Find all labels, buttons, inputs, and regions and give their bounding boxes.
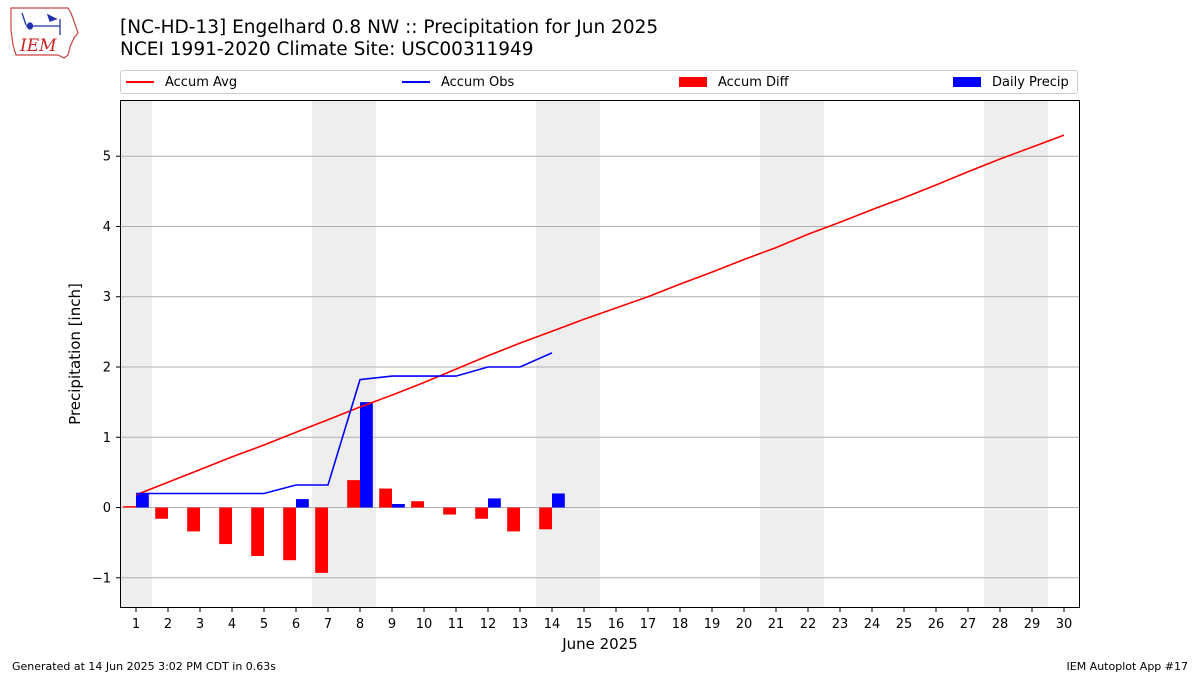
accum-diff-bar-day-10 — [411, 501, 424, 508]
xtick-label-25: 25 — [896, 617, 913, 632]
weather-station-icon — [21, 12, 61, 35]
xtick-label-6: 6 — [292, 617, 300, 632]
xtick-label-21: 21 — [768, 617, 785, 632]
xtick-label-12: 12 — [480, 617, 497, 632]
xtick-label-11: 11 — [448, 617, 465, 632]
ytick-label-3: 2 — [103, 360, 111, 375]
y-gridlines — [120, 155, 1080, 579]
accum-diff-bar-day-8 — [347, 480, 360, 508]
chart-title: [NC-HD-13] Engelhard 0.8 NW :: Precipita… — [120, 17, 659, 38]
accum-diff-bar-day-1 — [123, 506, 136, 508]
weekend-band-day-28 — [984, 100, 1016, 608]
y-axis-label: Precipitation [inch] — [66, 283, 84, 425]
xtick-label-4: 4 — [228, 617, 236, 632]
xtick-label-27: 27 — [960, 617, 977, 632]
xtick-label-19: 19 — [704, 617, 721, 632]
x-axis-label: June 2025 — [561, 635, 638, 653]
xtick-label-18: 18 — [672, 617, 689, 632]
daily-precip-bar-day-14 — [552, 493, 565, 508]
legend-item-accum-diff: Accum Diff — [679, 71, 789, 93]
daily-precip-bar-day-9 — [392, 504, 405, 508]
xtick-label-7: 7 — [324, 617, 332, 632]
iowa-state-outline-icon — [10, 7, 79, 59]
accum-diff-bar-day-2 — [155, 507, 168, 519]
xtick-label-23: 23 — [832, 617, 849, 632]
chart-subtitle: NCEI 1991-2020 Climate Site: USC00311949 — [120, 39, 534, 60]
xtick-label-16: 16 — [608, 617, 625, 632]
weekend-band-day-21 — [760, 100, 792, 608]
accum-diff-bar-day-9 — [379, 488, 392, 508]
xtick-label-13: 13 — [512, 617, 529, 632]
weekend-band-day-8 — [344, 100, 376, 608]
xtick-label-29: 29 — [1024, 617, 1041, 632]
ytick-label-0: −1 — [92, 571, 111, 586]
plot-frame — [120, 100, 1080, 608]
ytick-label-6: 5 — [103, 150, 111, 165]
weekend-shading — [120, 100, 1048, 608]
legend-item-accum-obs: Accum Obs — [402, 71, 514, 93]
accum-obs-line — [136, 352, 553, 495]
ytick-label-4: 3 — [103, 290, 111, 305]
weekend-band-day-1 — [120, 100, 152, 608]
accum-diff-bar-day-11 — [443, 507, 456, 515]
accum-diff-bar-day-4 — [219, 507, 232, 545]
xtick-label-22: 22 — [800, 617, 817, 632]
ytick-label-5: 4 — [103, 220, 111, 235]
footer-app-label: IEM Autoplot App #17 — [1066, 660, 1189, 673]
accum-diff-bar-day-5 — [251, 507, 264, 557]
accum-diff-bar-day-13 — [507, 507, 520, 532]
xtick-label-9: 9 — [388, 617, 396, 632]
xtick-label-10: 10 — [416, 617, 433, 632]
logo-text: IEM — [19, 36, 57, 56]
xtick-label-5: 5 — [260, 617, 268, 632]
xtick-label-17: 17 — [640, 617, 657, 632]
xtick-label-1: 1 — [132, 617, 140, 632]
accum-avg-line — [135, 134, 1065, 496]
chart-legend: Accum Avg Accum Obs Accum Diff Daily Pre… — [120, 70, 1078, 94]
accum-diff-bar-day-3 — [187, 507, 200, 532]
daily-precip-bar-day-1 — [136, 493, 149, 508]
footer-generated-text: Generated at 14 Jun 2025 3:02 PM CDT in … — [12, 660, 277, 673]
daily-precip-bar-day-6 — [296, 499, 309, 508]
ytick-label-1: 0 — [103, 501, 111, 516]
accum-diff-bar-day-14 — [539, 507, 552, 530]
xtick-label-24: 24 — [864, 617, 881, 632]
legend-swatch-accum-obs — [402, 81, 430, 83]
legend-label-accum-diff: Accum Diff — [718, 74, 789, 90]
legend-item-accum-avg: Accum Avg — [126, 71, 237, 93]
xtick-label-30: 30 — [1056, 617, 1073, 632]
daily-precip-bar-day-8 — [360, 402, 373, 508]
xtick-label-8: 8 — [356, 617, 364, 632]
y-axis-ticks: −1 0 1 2 3 4 5 — [92, 150, 120, 586]
legend-swatch-daily-precip — [953, 77, 981, 87]
xtick-label-26: 26 — [928, 617, 945, 632]
xtick-label-14: 14 — [544, 617, 561, 632]
xtick-label-3: 3 — [196, 617, 204, 632]
legend-label-accum-obs: Accum Obs — [441, 74, 515, 90]
iem-logo: IEM — [10, 7, 79, 59]
legend-swatch-accum-avg — [126, 81, 154, 83]
weekend-band-day-29 — [1016, 100, 1048, 608]
x-axis-ticks: 1 2 3 4 5 6 7 8 9 10 11 12 13 14 15 16 17 18 19 20 21 22 23 24 2… — [132, 608, 1072, 632]
xtick-label-2: 2 — [164, 617, 172, 632]
xtick-label-20: 20 — [736, 617, 753, 632]
ytick-label-2: 1 — [103, 431, 111, 446]
accum-diff-bar-day-6 — [283, 507, 296, 561]
legend-label-daily-precip: Daily Precip — [992, 74, 1069, 90]
xtick-label-28: 28 — [992, 617, 1009, 632]
xtick-label-15: 15 — [576, 617, 593, 632]
legend-item-daily-precip: Daily Precip — [953, 71, 1069, 93]
weekend-band-day-15 — [568, 100, 600, 608]
legend-swatch-accum-diff — [679, 77, 707, 87]
weekend-band-day-14 — [536, 100, 568, 608]
accum-diff-bar-day-12 — [475, 507, 488, 519]
daily-precip-bar-day-12 — [488, 498, 501, 508]
series-lines — [135, 134, 1065, 496]
bars — [123, 402, 565, 573]
weekend-band-day-22 — [792, 100, 824, 608]
legend-label-accum-avg: Accum Avg — [165, 74, 238, 90]
accum-diff-bar-day-7 — [315, 507, 328, 573]
